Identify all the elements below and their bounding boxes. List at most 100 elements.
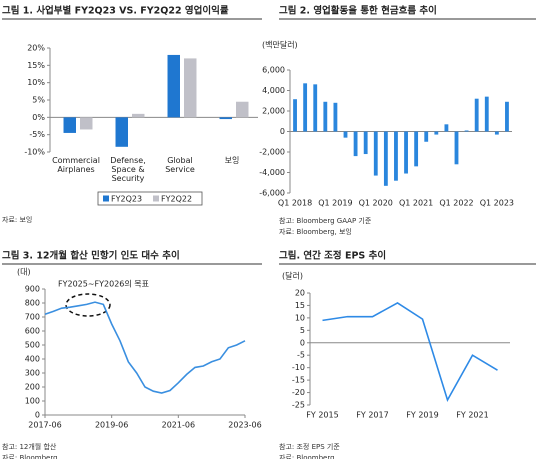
highlight-ellipse	[65, 293, 111, 317]
y-tick-label: 700	[25, 313, 40, 322]
bar	[132, 113, 145, 118]
note: 자료: Bloomberg	[2, 453, 58, 459]
x-tick-label: Global Service	[165, 156, 195, 174]
note: 자료: Bloomberg	[279, 453, 335, 459]
bar	[484, 96, 489, 132]
bar	[313, 84, 318, 132]
y-tick-label: 2,000	[262, 107, 285, 116]
note: 자료: 보잉	[2, 215, 32, 224]
chart-title: 그림 1. 사업부별 FY2Q23 VS. FY2Q22 영업이익률	[2, 5, 229, 17]
y-tick-label: 15%	[27, 61, 45, 70]
y-tick-label: 200	[25, 383, 40, 392]
legend-label: FY2Q23	[111, 195, 142, 204]
x-tick-label: 2023-06	[228, 421, 261, 430]
bar	[115, 117, 128, 147]
bar	[80, 117, 93, 130]
y-tick-label: 900	[25, 285, 40, 294]
bar	[293, 99, 297, 132]
bar	[464, 130, 469, 132]
bar	[434, 131, 439, 135]
bar	[323, 101, 328, 132]
y-tick-label: -6,000	[259, 189, 285, 198]
x-tick-label: FY 2019	[406, 411, 438, 420]
y-tick-label: 0	[35, 411, 40, 420]
y-tick-label: 20%	[27, 44, 45, 53]
x-tick-label: Defense, Space & Security	[110, 156, 146, 183]
chart-title: 그림 3. 12개월 합산 민항기 인도 대수 추이	[2, 250, 180, 262]
x-tick-label: Q1 2023	[480, 199, 514, 208]
bar	[353, 131, 358, 157]
bar	[383, 131, 388, 186]
y-tick-label: -10	[292, 363, 305, 372]
x-tick-label: 2021-06	[162, 421, 195, 430]
x-tick-label: FY 2021	[456, 411, 488, 420]
bar	[474, 98, 479, 132]
x-tick-label: FY 2015	[306, 411, 338, 420]
x-tick-label: Q1 2022	[439, 199, 473, 208]
x-tick-label: Q1 2018	[278, 199, 312, 208]
bar	[424, 131, 429, 142]
y-tick-label: 10	[295, 313, 305, 322]
y-tick-label: 100	[25, 397, 40, 406]
y-tick-label: 0%	[32, 113, 45, 122]
bar	[303, 83, 308, 132]
note: 참고: 조정 EPS 기준	[279, 442, 340, 451]
x-tick-label: Q1 2019	[318, 199, 352, 208]
line	[322, 302, 498, 403]
x-tick-label: FY 2017	[356, 411, 388, 420]
bar	[343, 131, 348, 138]
bar	[363, 131, 368, 155]
x-tick-label: 2017-06	[28, 421, 61, 430]
legend-swatch	[153, 195, 159, 202]
chart-title: 그림 2. 영업활동을 통한 현금흐름 추이	[279, 5, 437, 17]
bar	[394, 131, 398, 181]
y-tick-label: 10%	[27, 78, 45, 87]
bar	[373, 131, 378, 176]
bar	[167, 54, 180, 118]
x-tick-label: 보잉	[224, 156, 240, 165]
note: 자료: Bloomberg, 보잉	[279, 227, 352, 236]
y-tick-label: 300	[25, 369, 40, 378]
y-tick-label: 4,000	[262, 86, 285, 95]
y-tick-label: 400	[25, 355, 40, 364]
note: 참고: 12개월 합산	[2, 442, 57, 451]
y-tick-label: 5	[300, 326, 305, 335]
bar	[63, 117, 76, 133]
unit-label: (달러)	[282, 272, 303, 281]
y-tick-label: -5	[297, 351, 305, 360]
unit-label: (백만달러)	[262, 40, 298, 50]
bar	[454, 131, 459, 165]
legend-swatch	[103, 195, 109, 202]
bar	[184, 58, 197, 118]
bar	[444, 124, 449, 132]
y-tick-label: 500	[25, 341, 40, 350]
line	[44, 301, 246, 394]
y-tick-label: -4,000	[259, 168, 285, 177]
y-tick-label: 6,000	[262, 66, 285, 75]
bar	[333, 102, 338, 132]
bar	[236, 101, 249, 118]
y-tick-label: 800	[25, 299, 40, 308]
y-tick-label: 15	[295, 301, 305, 310]
y-tick-label: 5%	[32, 96, 45, 105]
y-tick-label: -20	[292, 388, 305, 397]
y-tick-label: -15	[292, 376, 305, 385]
annotation: FY2025~FY2026의 목표	[58, 279, 149, 289]
y-tick-label: -10%	[24, 148, 45, 157]
y-tick-label: -2,000	[259, 148, 285, 157]
bar	[219, 117, 232, 120]
y-tick-label: 0	[300, 338, 305, 347]
y-tick-label: -5%	[29, 130, 45, 139]
y-tick-label: 20	[295, 289, 305, 298]
legend-label: FY2Q22	[161, 195, 192, 204]
bar	[505, 101, 509, 132]
note: 참고: Bloomberg GAAP 기준	[279, 216, 372, 225]
x-tick-label: Q1 2020	[359, 199, 393, 208]
chart-title: 그림. 연간 조정 EPS 추이	[279, 250, 386, 262]
x-tick-label: Commercial Airplanes	[52, 156, 100, 174]
x-tick-label: 2019-06	[95, 421, 128, 430]
y-tick-label: 600	[25, 327, 40, 336]
y-tick-label: 0	[280, 127, 285, 136]
